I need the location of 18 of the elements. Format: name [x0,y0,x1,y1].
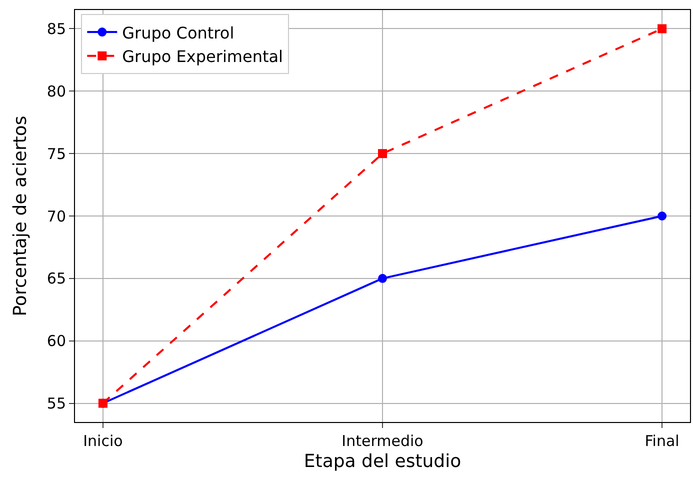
x-axis-title: Etapa del estudio [304,451,462,472]
y-tick-label: 65 [46,270,66,288]
y-axis-title: Porcentaje de aciertos [10,116,32,316]
x-tick-label: Intermedio [342,432,424,450]
x-tick-label: Inicio [83,432,123,450]
y-tick-label: 75 [46,144,66,163]
y-tick-label: 60 [46,332,66,350]
point [658,212,667,220]
y-tick-label: 70 [46,207,66,226]
x-tick-label: Final [644,432,680,450]
legend-label: Grupo Experimental [122,47,283,66]
point [658,24,667,34]
y-tick-label: 55 [46,394,66,413]
legend-label: Grupo Control [122,23,234,42]
point [378,149,387,158]
y-tick-label: 80 [46,82,66,100]
y-tick-label: 85 [46,20,66,38]
point [378,274,387,283]
